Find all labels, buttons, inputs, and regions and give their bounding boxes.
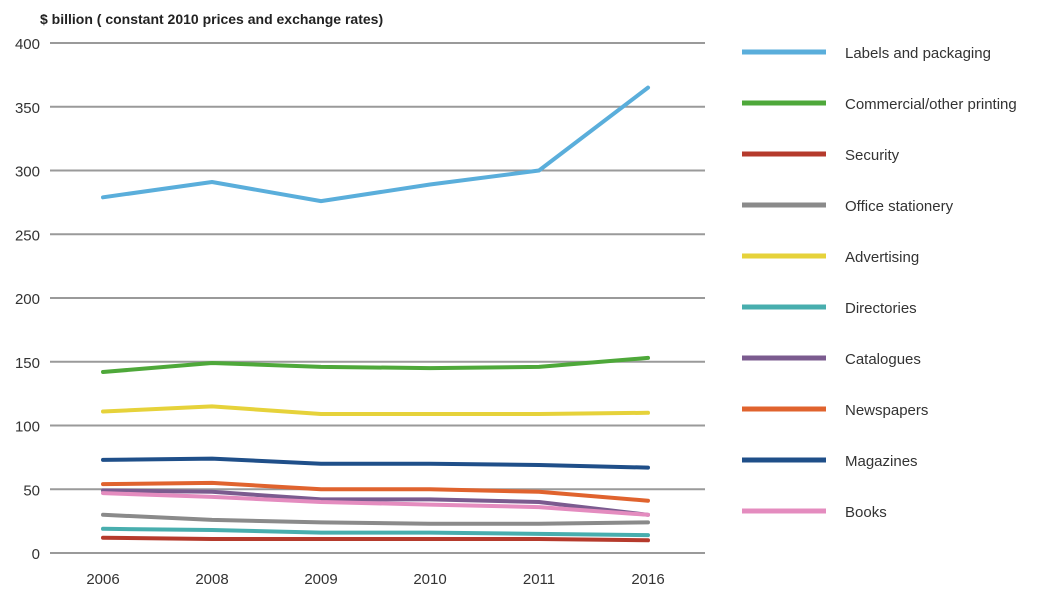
x-tick-label: 2010 — [413, 571, 446, 588]
legend-label-catalogues: Catalogues — [845, 351, 921, 368]
x-axis-ticks: 2006 2008 2009 2010 2011 2016 — [86, 571, 664, 588]
y-tick-label: 350 — [15, 100, 40, 117]
legend-label-newspapers: Newspapers — [845, 402, 928, 419]
x-tick-label: 2006 — [86, 571, 119, 588]
y-axis-ticks: 0 50 100 150 200 250 300 350 400 — [15, 36, 40, 563]
series-line-security — [101, 535, 650, 543]
legend: Labels and packaging Commercial/other pri… — [742, 45, 1017, 521]
y-tick-label: 250 — [15, 227, 40, 244]
legend-label-commercial-other-printing: Commercial/other printing — [845, 96, 1017, 113]
series-line-advertising — [101, 404, 650, 416]
legend-label-office-stationery: Office stationery — [845, 198, 954, 215]
y-tick-label: 300 — [15, 164, 40, 181]
legend-label-security: Security — [845, 147, 900, 164]
series-line-catalogues — [101, 488, 650, 517]
x-tick-label: 2016 — [631, 571, 664, 588]
series-line-commercial-other-printing — [101, 355, 650, 374]
y-tick-label: 100 — [15, 419, 40, 436]
series-line-books — [101, 491, 650, 517]
y-tick-label: 50 — [23, 482, 40, 499]
y-tick-label: 150 — [15, 355, 40, 372]
y-tick-label: 400 — [15, 36, 40, 53]
series-line-magazines — [101, 456, 650, 470]
legend-label-books: Books — [845, 504, 887, 521]
legend-label-directories: Directories — [845, 300, 917, 317]
y-tick-label: 0 — [32, 546, 40, 563]
y-tick-label: 200 — [15, 291, 40, 308]
series-line-newspapers — [101, 480, 650, 503]
series-line-labels-and-packaging — [101, 85, 650, 204]
x-tick-label: 2009 — [304, 571, 337, 588]
legend-label-labels-and-packaging: Labels and packaging — [845, 45, 991, 62]
legend-label-magazines: Magazines — [845, 453, 918, 470]
x-tick-label: 2008 — [195, 571, 228, 588]
x-tick-label: 2011 — [523, 571, 555, 588]
series-lines — [101, 85, 650, 543]
legend-label-advertising: Advertising — [845, 249, 919, 266]
series-line-office-stationery — [101, 512, 650, 526]
y-axis-unit-label: $ billion ( constant 2010 prices and exc… — [40, 11, 383, 27]
series-line-directories — [101, 526, 650, 538]
